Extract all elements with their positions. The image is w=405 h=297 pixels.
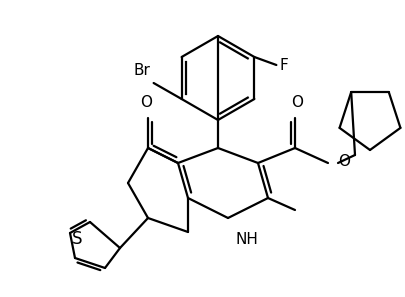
Text: NH: NH: [235, 232, 258, 247]
Text: F: F: [279, 58, 288, 72]
Text: O: O: [337, 154, 349, 168]
Text: Br: Br: [133, 63, 150, 78]
Text: O: O: [140, 95, 151, 110]
Text: O: O: [290, 95, 302, 110]
Text: S: S: [71, 230, 82, 248]
